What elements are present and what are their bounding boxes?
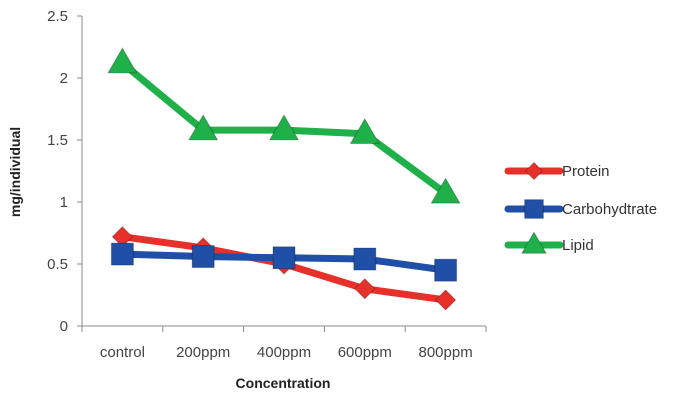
- x-tick-label: control: [100, 344, 145, 361]
- x-tick-label: 600ppm: [338, 344, 392, 361]
- data-point-triangle: [107, 47, 138, 74]
- legend-item: Carbohydtrate: [504, 199, 657, 219]
- y-tick-label: 0.5: [47, 256, 68, 273]
- data-point-triangle: [520, 231, 548, 254]
- data-point-diamond: [354, 278, 376, 300]
- data-point-square: [524, 199, 544, 219]
- y-tick-label: 0: [60, 318, 68, 335]
- legend-label: Protein: [562, 163, 610, 180]
- data-point-square: [110, 242, 134, 266]
- data-point-triangle: [349, 117, 380, 145]
- data-point-diamond: [434, 289, 457, 311]
- legend-item: Protein: [504, 161, 610, 181]
- y-tick-labels: 0 0.5 1 1.5 2 2.5: [47, 8, 68, 335]
- series-lipid: [107, 47, 461, 204]
- data-point-square: [434, 258, 458, 282]
- y-axis-title: mg/individual: [7, 127, 23, 217]
- legend: Protein Carbohydtrate Lipid: [504, 161, 657, 254]
- data-point-diamond: [524, 161, 544, 181]
- x-axis-title: Concentration: [236, 375, 331, 391]
- y-tick-label: 1.5: [47, 132, 68, 149]
- legend-label: Lipid: [562, 237, 594, 254]
- series-group: [107, 47, 461, 311]
- data-point-square: [353, 247, 377, 271]
- series-carbohydtrate: [110, 242, 458, 282]
- data-point-triangle: [188, 114, 219, 141]
- y-tick-label: 2.5: [47, 8, 68, 25]
- x-tick-label: 400ppm: [257, 344, 311, 361]
- x-tick-labels: control 200ppm 400ppm 600ppm 800ppm: [100, 344, 473, 361]
- data-point-square: [191, 245, 215, 269]
- legend-item: Lipid: [504, 231, 594, 254]
- y-tick-label: 2: [60, 70, 68, 87]
- data-point-triangle: [268, 114, 300, 141]
- y-tick-label: 1: [60, 194, 68, 211]
- x-tick-label: 800ppm: [418, 344, 472, 361]
- data-point-square: [272, 246, 296, 270]
- data-point-triangle: [430, 177, 461, 204]
- axes: [77, 15, 487, 332]
- legend-label: Carbohydtrate: [562, 201, 657, 218]
- x-tick-label: 200ppm: [176, 344, 230, 361]
